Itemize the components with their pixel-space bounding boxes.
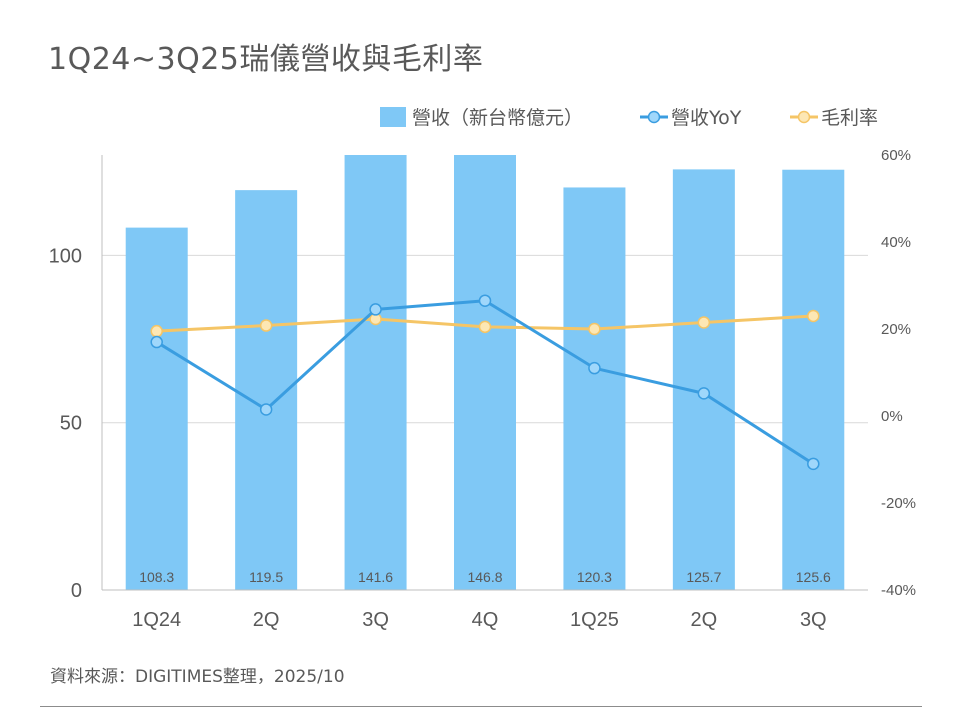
chart-area: 108.3 119.5 141.6 146.8 120.3 125.7 125.6 0 50 1… bbox=[49, 107, 916, 631]
right-tick-label: -40% bbox=[881, 582, 916, 599]
revenue-bar bbox=[344, 155, 407, 590]
revenue-yoy-point bbox=[807, 457, 820, 471]
revenue-bar bbox=[454, 155, 516, 590]
line-series bbox=[150, 294, 820, 471]
legend-revenue-label: 營收（新台幣億元） bbox=[412, 107, 583, 129]
bar-value-label: 125.6 bbox=[796, 569, 831, 585]
left-tick-label: 0 bbox=[71, 580, 82, 602]
legend-margin-label: 毛利率 bbox=[821, 107, 878, 129]
bar-value-labels: 108.3 119.5 141.6 146.8 120.3 125.7 125.6 bbox=[139, 569, 831, 585]
gross-margin-point bbox=[150, 324, 163, 338]
right-tick-label: 40% bbox=[881, 234, 911, 251]
right-tick-label: 20% bbox=[881, 321, 911, 338]
gross-margin-point bbox=[697, 316, 711, 329]
revenue-bar bbox=[672, 169, 735, 590]
bar-value-label: 141.6 bbox=[358, 569, 393, 585]
left-tick-label: 100 bbox=[49, 245, 82, 267]
chart-title: 1Q24~3Q25瑞儀營收與毛利率 bbox=[48, 42, 484, 77]
right-tick-label: 60% bbox=[881, 147, 911, 164]
gross-margin-point bbox=[807, 309, 820, 323]
revenue-yoy-point bbox=[588, 361, 601, 375]
source-note: 資料來源：DIGITIMES整理，2025/10 bbox=[50, 667, 345, 687]
gross-margin-point bbox=[478, 320, 492, 334]
category-label: 2Q bbox=[691, 609, 718, 631]
left-tick-label: 50 bbox=[60, 413, 82, 435]
bar-value-label: 119.5 bbox=[249, 569, 283, 585]
revenue-yoy-point bbox=[150, 335, 163, 349]
bottom-divider bbox=[40, 706, 922, 707]
revenue-bars bbox=[125, 155, 845, 590]
category-label: 1Q25 bbox=[570, 609, 619, 631]
legend-yoy-marker bbox=[647, 110, 661, 124]
revenue-yoy-point bbox=[478, 294, 492, 307]
revenue-yoy-point bbox=[369, 303, 382, 316]
gross-margin-point bbox=[259, 319, 273, 332]
revenue-yoy-point bbox=[697, 387, 711, 400]
legend-margin-marker bbox=[797, 110, 811, 124]
axes: 0 50 100 -40% -20% 0% 20% 40% 60% 1Q24 2Q 3Q 4Q 1Q25 2… bbox=[49, 147, 916, 631]
bar-value-label: 146.8 bbox=[467, 569, 502, 585]
category-label: 4Q bbox=[472, 609, 499, 631]
revenue-bar bbox=[782, 169, 845, 590]
gross-margin-point bbox=[588, 322, 601, 336]
right-tick-label: -20% bbox=[881, 495, 916, 512]
revenue-yoy-point bbox=[259, 403, 273, 416]
bar-value-label: 125.7 bbox=[686, 569, 721, 585]
legend-revenue-swatch bbox=[380, 107, 406, 127]
bar-value-label: 108.3 bbox=[139, 569, 174, 585]
legend: 營收（新台幣億元） 營收YoY 毛利率 bbox=[380, 107, 878, 129]
revenue-bar bbox=[563, 187, 626, 590]
revenue-bar bbox=[125, 227, 188, 590]
category-label: 3Q bbox=[800, 609, 827, 631]
right-tick-label: 0% bbox=[881, 408, 903, 425]
category-label: 2Q bbox=[253, 609, 280, 631]
bar-value-label: 120.3 bbox=[577, 569, 612, 585]
legend-yoy-label: 營收YoY bbox=[671, 107, 742, 129]
category-label: 3Q bbox=[362, 609, 389, 631]
category-label: 1Q24 bbox=[132, 609, 181, 631]
